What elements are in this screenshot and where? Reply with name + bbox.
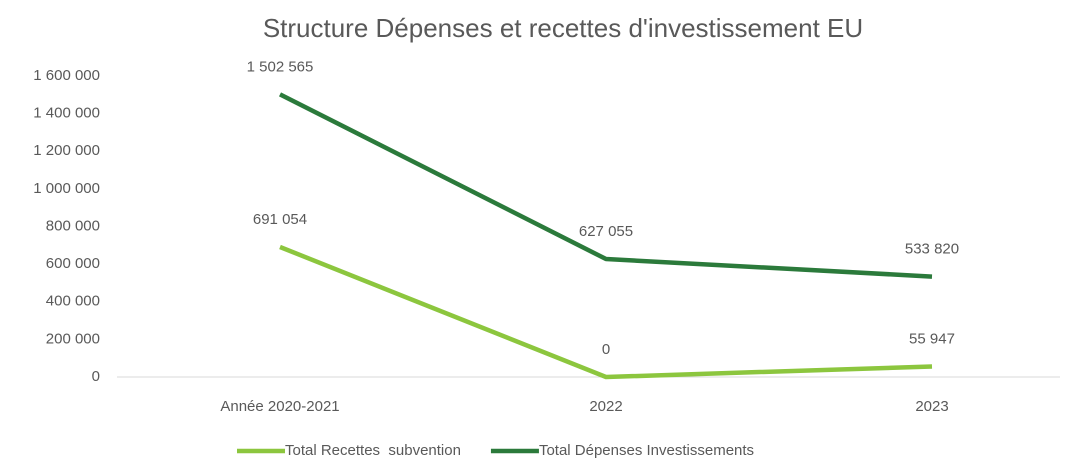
y-tick-label: 600 000 [46,255,100,272]
y-tick-label: 200 000 [46,330,100,347]
data-label: 55 947 [909,330,955,347]
data-label: 0 [602,341,610,358]
data-label: 691 054 [253,211,307,228]
data-label: 533 820 [905,241,959,258]
x-tick-label: 2022 [589,398,622,415]
y-tick-label: 400 000 [46,293,100,310]
x-tick-label: Année 2020-2021 [220,398,339,415]
y-tick-label: 800 000 [46,217,100,234]
data-label: 1 502 565 [247,58,314,75]
series-line [279,244,933,380]
legend-label: Total Recettes subvention [285,442,461,459]
series-line [278,92,933,279]
y-tick-label: 1 000 000 [33,180,100,197]
chart-title: Structure Dépenses et recettes d'investi… [263,13,863,43]
y-tick-label: 0 [92,368,100,385]
x-tick-label: 2023 [915,398,948,415]
data-label: 627 055 [579,223,633,240]
y-tick-label: 1 600 000 [33,67,100,84]
y-tick-label: 1 200 000 [33,142,100,159]
y-tick-label: 1 400 000 [33,105,100,122]
legend-label: Total Dépenses Investissements [539,442,754,459]
